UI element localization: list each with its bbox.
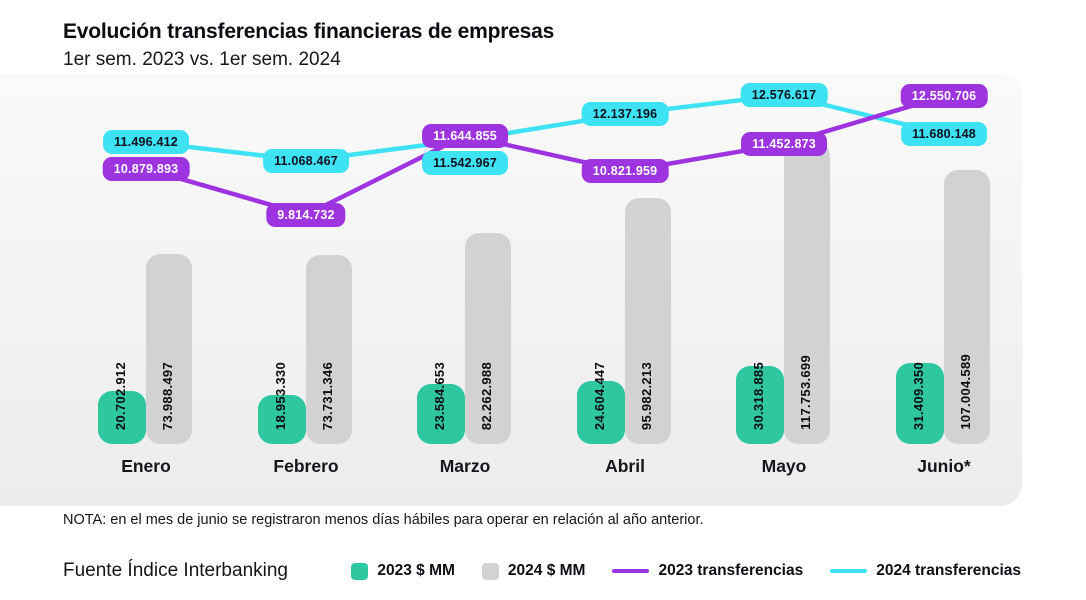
bar-2024	[944, 169, 990, 444]
bar-2024	[306, 254, 352, 444]
month-label: Abril	[605, 456, 645, 476]
bar-2023	[98, 390, 146, 444]
line-value-2024: 11.680.148	[901, 122, 987, 146]
line-value-2023: 12.550.706	[900, 84, 988, 109]
bar-2023	[577, 380, 625, 444]
bar-2024	[146, 254, 192, 444]
legend-item: 2024 $ MM	[481, 562, 586, 580]
month-label: Junio*	[917, 456, 971, 476]
legend-swatch-gray	[481, 562, 499, 580]
chart-header: Evolución transferencias financieras de …	[63, 20, 554, 71]
month-label: Marzo	[439, 456, 491, 476]
legend: 2023 $ MM 2024 $ MM 2023 transferencias 202…	[351, 562, 1021, 580]
line-value-2023: 11.452.873	[741, 131, 827, 156]
bar-2023	[258, 395, 306, 444]
legend-label: 2024 $ MM	[507, 562, 586, 579]
line-value-2024: 12.137.196	[581, 102, 669, 127]
legend-swatch-teal	[351, 562, 369, 580]
line-value-2024: 11.496.412	[103, 130, 189, 154]
month-label: Enero	[121, 456, 171, 476]
source-label: Fuente Índice Interbanking	[63, 560, 288, 581]
line-value-2023: 10.879.893	[102, 157, 190, 181]
footer: Fuente Índice Interbanking 2023 $ MM 2024…	[63, 553, 1021, 589]
month-label: Febrero	[273, 456, 339, 476]
bar-2023	[896, 363, 944, 444]
legend-item: 2024 transferencias	[830, 562, 1021, 580]
legend-swatch-cyan	[830, 569, 868, 573]
legend-label: 2023 transferencias	[658, 562, 804, 579]
line-value-2023: 10.821.959	[581, 159, 669, 184]
line-value-2023: 11.644.855	[422, 123, 508, 148]
line-value-2024: 11.542.967	[422, 150, 508, 175]
legend-swatch-purple	[612, 569, 650, 573]
bar-2023	[417, 383, 465, 444]
bar-2024	[625, 197, 671, 444]
line-value-2024: 11.068.467	[263, 148, 349, 173]
legend-label: 2024 transferencias	[876, 562, 1021, 579]
legend-item: 2023 $ MM	[351, 562, 455, 580]
legend-item: 2023 transferencias	[612, 562, 803, 580]
line-value-2024: 12.576.617	[740, 83, 828, 107]
month-label: Mayo	[761, 456, 807, 476]
bar-2023	[736, 366, 784, 444]
bar-2024	[784, 142, 830, 444]
footnote: NOTA: en el mes de junio se registraron …	[63, 512, 704, 528]
bar-2024	[465, 233, 511, 444]
legend-label: 2023 $ MM	[377, 562, 455, 579]
line-value-2023: 9.814.732	[266, 203, 346, 227]
chart-title: Evolución transferencias financieras de …	[63, 20, 555, 43]
chart-panel: 20.702.912 73.988.497 Enero 18.953.330 73.73…	[0, 74, 1022, 506]
chart-subtitle: 1er sem. 2023 vs. 1er sem. 2024	[63, 49, 341, 70]
